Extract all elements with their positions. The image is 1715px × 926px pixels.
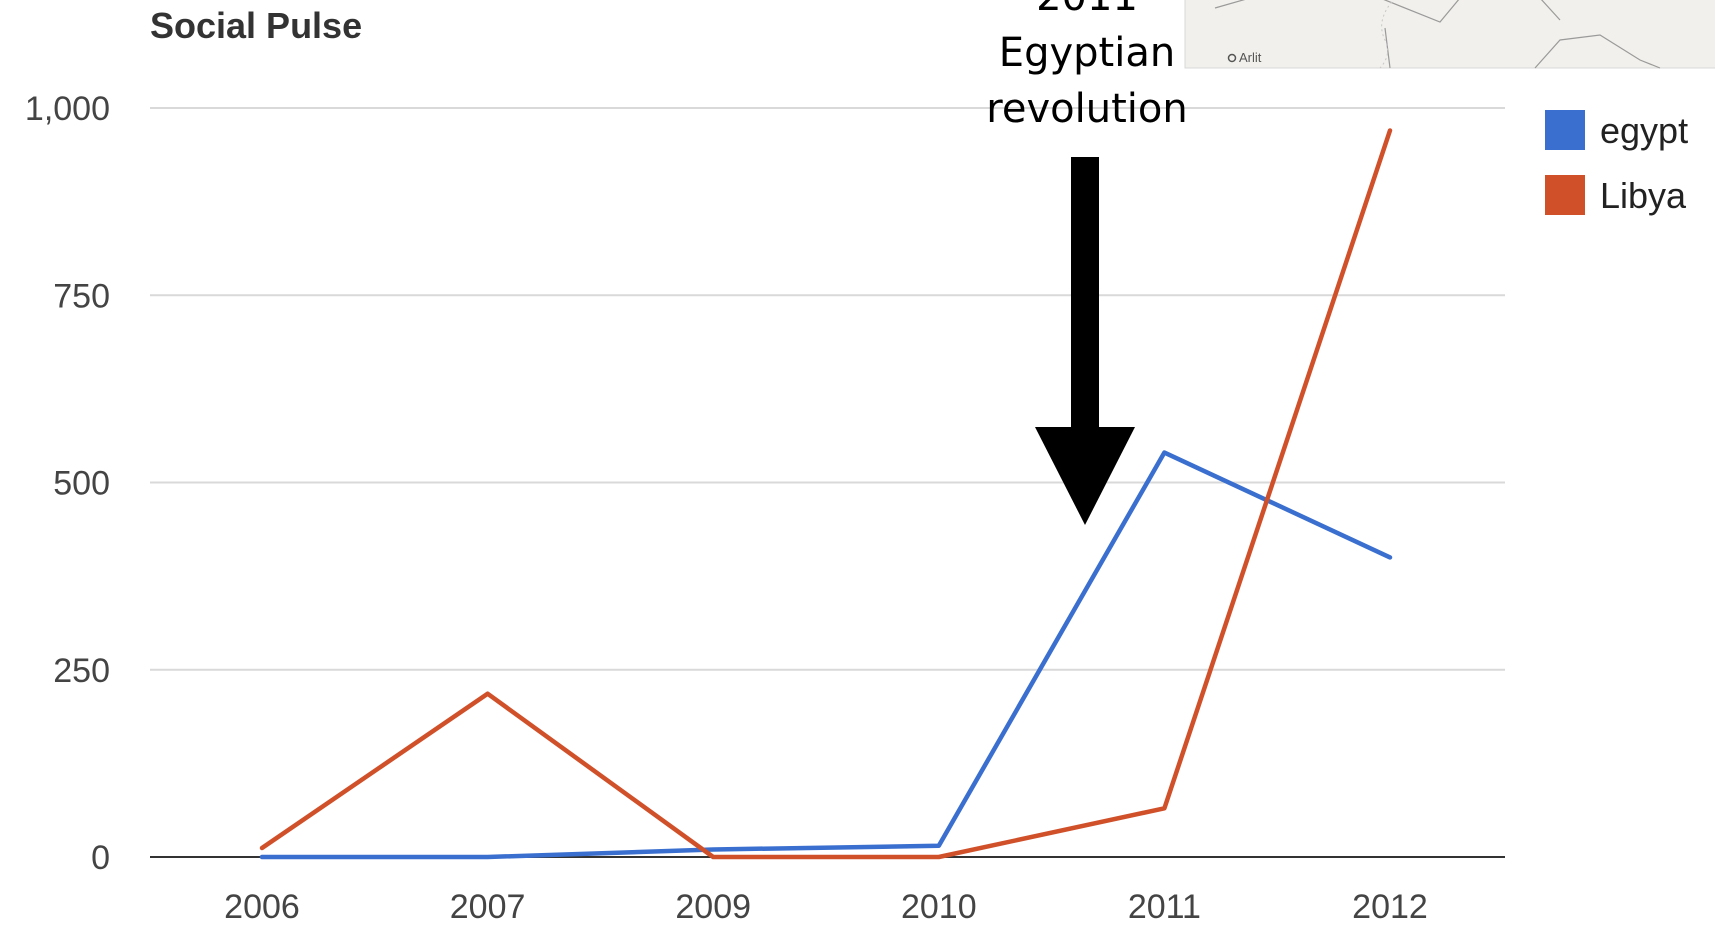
map-inset: Arlit xyxy=(1184,0,1715,69)
legend-swatch xyxy=(1545,175,1585,215)
map-background xyxy=(1184,0,1715,69)
series-line-egypt xyxy=(259,450,1393,860)
x-tick-label: 2009 xyxy=(675,888,751,926)
y-tick-label: 250 xyxy=(53,652,110,690)
grid xyxy=(150,107,1505,671)
legend-swatch xyxy=(1545,110,1585,150)
y-tick-label: 500 xyxy=(53,465,110,503)
annotation: 2011 Egyptian revolution xyxy=(986,0,1188,525)
annotation-line-3: revolution xyxy=(986,86,1187,132)
map-icon xyxy=(1214,0,1661,69)
map-river xyxy=(1379,0,1394,69)
y-tick-label: 1,000 xyxy=(25,90,110,128)
legend: egypt Libya xyxy=(1545,110,1688,216)
x-tick-label: 2010 xyxy=(901,888,977,926)
y-axis-ticks: 0 250 500 750 1,000 xyxy=(25,90,110,877)
map-city-label: Arlit xyxy=(1239,50,1262,65)
annotation-line-2: Egyptian xyxy=(999,30,1175,76)
x-tick-label: 2006 xyxy=(224,888,300,926)
x-tick-label: 2012 xyxy=(1352,888,1428,926)
legend-label: Libya xyxy=(1600,175,1687,216)
y-tick-label: 750 xyxy=(53,277,110,315)
map-city-marker xyxy=(1227,53,1237,63)
legend-label: egypt xyxy=(1600,110,1688,151)
x-axis-ticks: 2006 2007 2009 2010 2011 2012 xyxy=(224,888,1428,926)
annotation-line-1: 2011 xyxy=(1036,0,1138,20)
x-tick-label: 2011 xyxy=(1128,888,1201,926)
series-lines xyxy=(259,128,1393,860)
down-arrow-icon xyxy=(1035,157,1135,525)
chart-title: Social Pulse xyxy=(150,5,362,46)
series-line-libya xyxy=(259,128,1393,860)
x-tick-label: 2007 xyxy=(450,888,526,926)
y-tick-label: 0 xyxy=(91,839,110,877)
